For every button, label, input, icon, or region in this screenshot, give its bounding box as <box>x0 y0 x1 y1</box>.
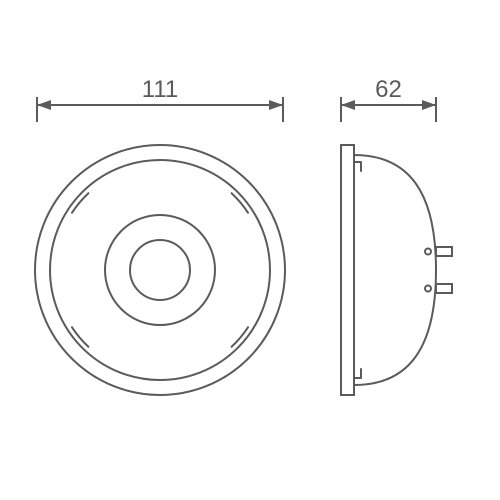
side-pin-screw <box>425 286 431 292</box>
front-tab <box>232 193 248 213</box>
front-view: 111 <box>35 76 285 395</box>
side-view: 62 <box>341 76 452 395</box>
front-tab <box>72 327 88 347</box>
dimension-depth: 62 <box>341 76 436 122</box>
dimension-diameter-label: 111 <box>142 76 178 103</box>
side-pin <box>436 284 452 293</box>
front-tab <box>232 327 248 347</box>
dimension-depth-label: 62 <box>375 76 402 103</box>
side-pin <box>436 247 452 256</box>
dimension-diameter: 111 <box>37 76 283 122</box>
side-plate <box>341 145 354 395</box>
technical-drawing: 111 62 <box>0 0 500 500</box>
front-tab <box>72 193 88 213</box>
side-dome <box>354 155 436 385</box>
side-pin-screw <box>425 249 431 255</box>
